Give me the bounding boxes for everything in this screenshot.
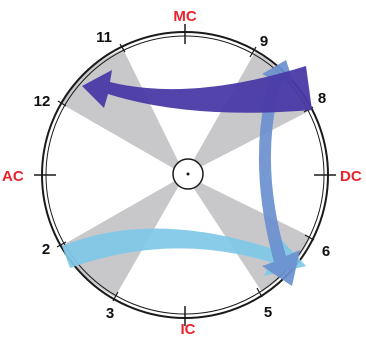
house-label-8: 8 (318, 90, 326, 107)
house-label-3: 3 (106, 305, 114, 322)
angle-label-mc: MC (173, 8, 196, 25)
house-label-11: 11 (96, 29, 112, 46)
house-label-6: 6 (322, 243, 330, 260)
house-label-2: 2 (42, 241, 50, 258)
angle-label-dc: DC (340, 168, 362, 185)
house-label-12: 12 (34, 93, 51, 110)
house-label-9: 9 (260, 33, 268, 50)
sector-wedge-upper-left (60, 49, 185, 175)
house-label-5: 5 (264, 304, 272, 321)
angle-label-ac: AC (2, 168, 24, 185)
angle-label-ic: IC (181, 321, 196, 335)
center-dot (187, 173, 190, 176)
